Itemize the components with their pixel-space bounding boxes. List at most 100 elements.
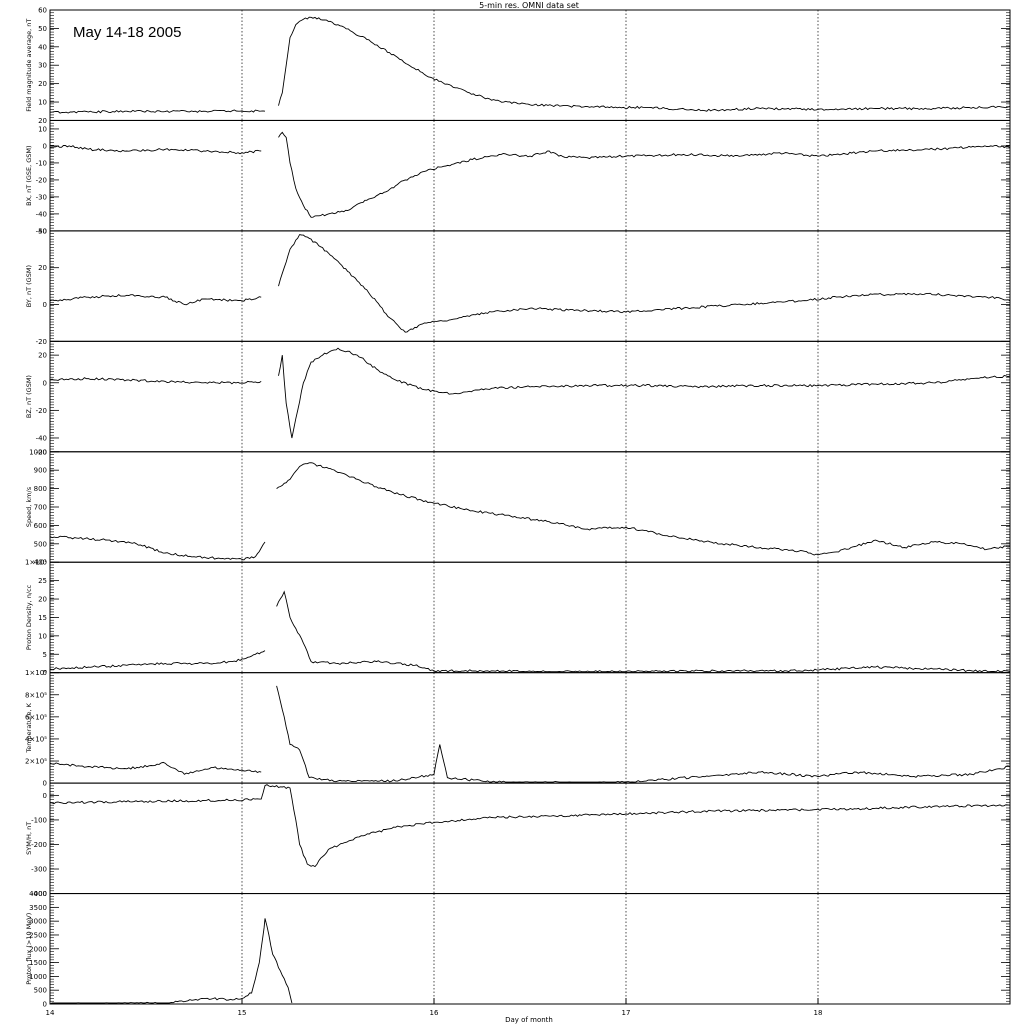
y-tick-label: 40 xyxy=(38,227,47,235)
panel-frame xyxy=(49,561,1011,674)
series-line xyxy=(278,16,1011,112)
panel-frame xyxy=(49,230,1011,342)
y-tick-label: 600 xyxy=(34,522,47,530)
panel-frame xyxy=(49,9,1011,121)
y-tick-label: 700 xyxy=(34,504,47,512)
series-line xyxy=(276,590,1011,673)
y-tick-label: 20 xyxy=(38,117,47,125)
y-tick-label: -400 xyxy=(31,890,47,898)
y-axis-title: Field magnitude average, nT xyxy=(25,19,33,112)
y-tick-label: 10 xyxy=(38,99,47,107)
y-tick-label: -40 xyxy=(36,434,47,442)
y-tick-label: 0 xyxy=(43,142,47,150)
y-tick-label: 20 xyxy=(38,596,47,604)
panel-frame xyxy=(49,782,1011,895)
y-tick-label: 20 xyxy=(38,264,47,272)
y-tick-label: -20 xyxy=(36,338,47,346)
x-tick-label: 17 xyxy=(622,1009,631,1017)
y-axis-title: SYM/H, nT xyxy=(25,822,33,855)
y-tick-label: 4000 xyxy=(29,890,47,898)
x-tick-label: 18 xyxy=(814,1009,823,1017)
y-tick-label: 0 xyxy=(43,780,47,788)
panel-6: 0 2×10⁵ 4×10⁵ 6×10⁵ 8×10⁵ 1×10⁶ Temperature, K xyxy=(25,669,1011,788)
y-tick-label: 10 xyxy=(38,632,47,640)
y-tick-label: 15 xyxy=(38,614,47,622)
y-axis-title: BX, nT (GSE, GSM) xyxy=(25,145,33,205)
y-tick-label: 0 xyxy=(43,1001,47,1009)
y-tick-label: 0 xyxy=(43,669,47,677)
y-tick-label: 25 xyxy=(38,577,47,585)
y-tick-label: 800 xyxy=(34,485,47,493)
y-axis-title: Speed, km/s xyxy=(25,486,33,527)
chart-title: 5-min res. OMNI data set xyxy=(479,1,579,10)
y-tick-label: -50 xyxy=(36,227,47,235)
panel-frame xyxy=(49,893,1011,1005)
x-tick-label: 14 xyxy=(46,1009,55,1017)
y-tick-label: 4×10⁵ xyxy=(25,735,47,743)
y-axis-title: Proton Density, n/cc xyxy=(25,584,33,650)
series-line xyxy=(49,145,262,155)
y-tick-label: 500 xyxy=(34,540,47,548)
y-tick-label: 10 xyxy=(38,125,47,133)
y-tick-label: 900 xyxy=(34,467,47,475)
panel-4: 400 500 600 700 800 900 1000 Speed, km/s xyxy=(25,448,1011,567)
y-tick-label: 2000 xyxy=(29,945,47,953)
y-tick-label: 0 xyxy=(43,379,47,387)
x-tick-label: 15 xyxy=(238,1009,247,1017)
panel-frame xyxy=(49,340,1011,453)
y-tick-label: 500 xyxy=(34,987,47,995)
y-tick-label: 2×10⁵ xyxy=(25,758,47,766)
series-line xyxy=(276,462,1011,556)
y-tick-label: 40 xyxy=(38,43,47,51)
y-tick-label: 1500 xyxy=(29,959,47,967)
y-tick-label: 3500 xyxy=(29,904,47,912)
panel-7: -400 -300 -200 -100 0 SYM/H, nT xyxy=(25,782,1011,898)
series-line xyxy=(278,131,1011,218)
y-tick-label: 1000 xyxy=(29,448,47,456)
panel-2: -20 0 20 40 BY, nT (GSM) xyxy=(25,227,1011,346)
y-axis-title: Proton flux (>10 MeV) xyxy=(25,913,33,985)
y-tick-label: 8×10⁵ xyxy=(25,691,47,699)
series-line xyxy=(49,294,262,306)
series-line xyxy=(278,234,1011,333)
y-tick-label: 0 xyxy=(43,792,47,800)
y-tick-label: 2500 xyxy=(29,931,47,939)
x-tick-label: 16 xyxy=(430,1009,439,1017)
series-line xyxy=(276,685,1011,783)
y-tick-label: -20 xyxy=(36,448,47,456)
y-tick-label: -30 xyxy=(36,193,47,201)
x-axis-ticks: 14 15 16 17 18 xyxy=(46,998,823,1017)
panel-frame xyxy=(49,451,1011,563)
y-axis-title: Temperature, K xyxy=(25,702,33,753)
y-tick-label: 1×10¹ xyxy=(25,559,47,567)
y-tick-label: 20 xyxy=(38,80,47,88)
x-axis-label: Day of month xyxy=(505,1016,553,1024)
panel-5: 0 5 10 15 20 25 1×10¹ Proton Density, n/cc xyxy=(25,559,1011,677)
y-tick-label: 400 xyxy=(34,559,47,567)
series-line xyxy=(49,761,262,775)
series-line xyxy=(49,650,266,671)
y-tick-label: -300 xyxy=(31,866,47,874)
panel-frame xyxy=(49,119,1011,232)
y-tick-label: -20 xyxy=(36,176,47,184)
y-tick-label: -20 xyxy=(36,407,47,415)
y-tick-label: 5 xyxy=(43,651,47,659)
series-line xyxy=(49,918,293,1005)
y-axis-title: BZ, nT (GSM) xyxy=(25,375,33,418)
y-tick-label: -40 xyxy=(36,210,47,218)
y-tick-label: 1×10⁶ xyxy=(25,669,47,677)
y-axis-title: BY, nT (GSM) xyxy=(25,265,33,307)
date-annotation: May 14-18 2005 xyxy=(73,24,181,41)
panel-3: -20 -40 -20 0 20 BZ, nT (GSM) xyxy=(25,340,1011,456)
y-tick-label: -10 xyxy=(36,159,47,167)
y-tick-label: 20 xyxy=(38,352,47,360)
y-tick-label: 30 xyxy=(38,62,47,70)
series-line xyxy=(278,347,1011,439)
y-tick-label: 0 xyxy=(43,301,47,309)
series-line xyxy=(49,535,266,561)
y-tick-label: -200 xyxy=(31,841,47,849)
y-tick-label: 6×10⁵ xyxy=(25,713,47,721)
panel-frame xyxy=(49,672,1011,784)
